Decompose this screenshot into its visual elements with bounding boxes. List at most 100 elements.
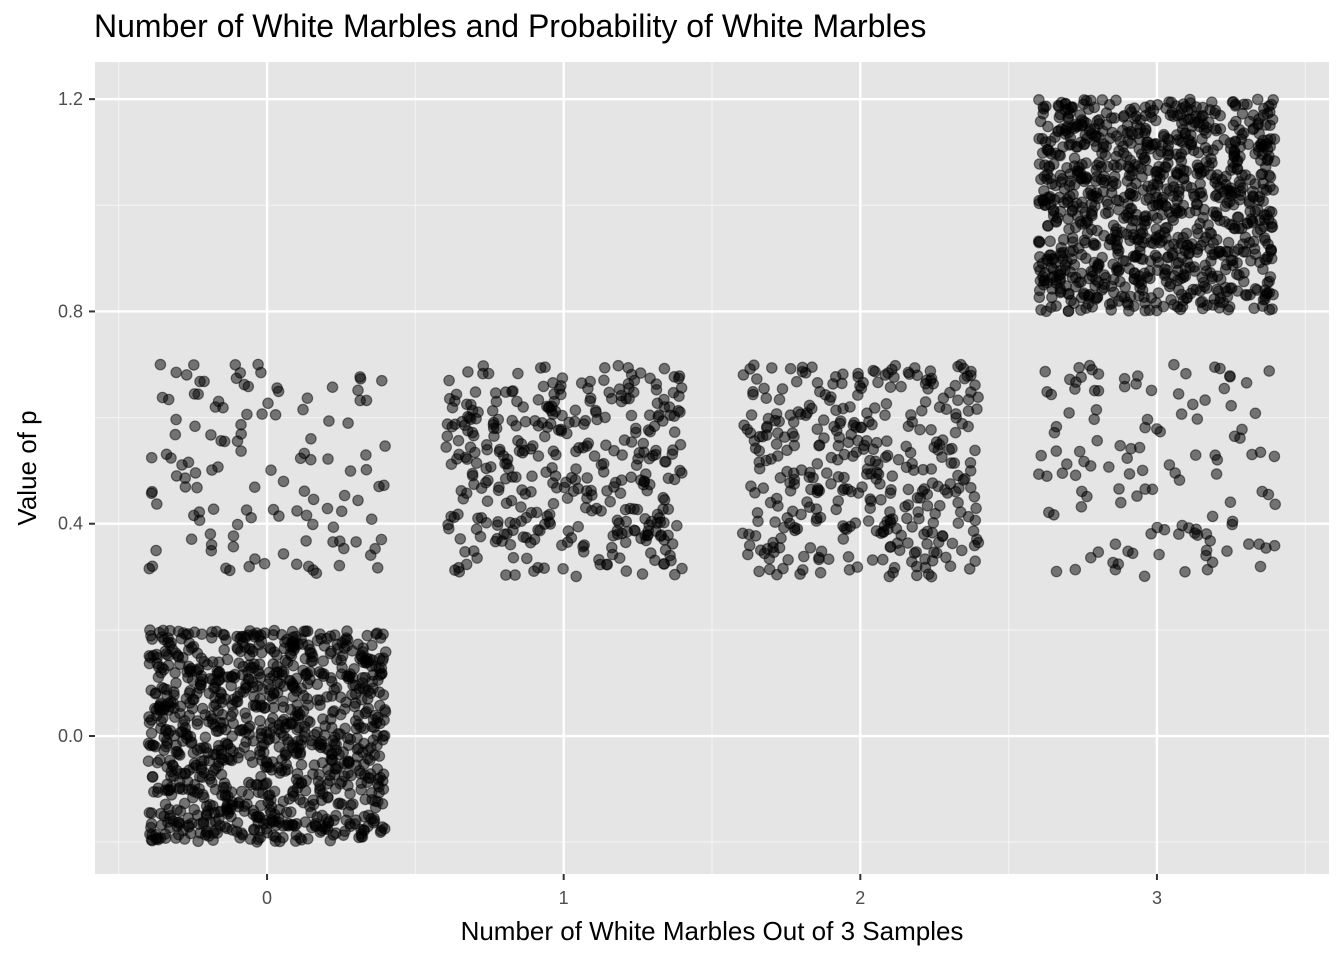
data-point [327,536,339,548]
data-point [460,487,473,500]
data-point [745,409,758,421]
data-point [1236,108,1249,120]
data-point [362,744,374,757]
data-point [910,569,923,582]
data-point [876,553,889,566]
data-point [509,569,521,581]
data-point [1088,239,1100,251]
data-point [1107,556,1119,569]
data-point [179,721,191,734]
data-point [205,538,218,551]
data-point [1033,158,1046,170]
data-point [443,374,455,387]
data-point [1092,276,1105,288]
data-point [1269,498,1281,511]
data-point [801,496,813,508]
data-point [969,444,981,457]
data-point [176,459,188,471]
data-point [1151,177,1163,189]
data-point [146,560,159,573]
data-point [349,697,362,709]
data-point [868,402,881,414]
data-point [290,558,303,571]
data-point [1125,169,1138,182]
data-point [950,411,962,424]
data-point [297,796,310,809]
data-point [659,455,671,468]
data-point [1200,528,1213,540]
data-point [374,771,387,784]
data-point [608,444,620,457]
data-point [515,515,528,527]
data-point [311,634,324,647]
data-point [743,539,756,552]
data-point [623,382,635,395]
data-point [164,783,176,796]
data-point [1243,538,1255,550]
data-point [630,459,643,471]
data-point [851,561,864,573]
data-point [1196,110,1208,122]
data-point [322,453,334,465]
data-point [1115,496,1127,509]
data-point [817,414,830,426]
data-point [1118,109,1130,122]
data-point [461,453,473,465]
data-point [1145,384,1158,397]
data-point [235,785,248,798]
data-point [1047,210,1060,222]
data-point [1108,112,1121,124]
data-point [810,503,823,515]
data-point [943,443,955,456]
data-point [183,663,196,676]
data-point [1065,101,1078,114]
data-point [371,627,383,639]
data-point [1199,394,1211,406]
data-point [517,401,529,413]
data-point [1080,95,1093,107]
data-point [1033,94,1045,106]
data-point [1179,565,1191,578]
data-point [674,464,686,477]
data-point [160,448,173,461]
data-point [864,493,876,505]
data-point [1104,233,1117,246]
data-point [365,513,378,525]
data-point [1187,398,1199,411]
data-point [611,514,624,527]
data-point [344,465,357,477]
data-point [1069,383,1081,395]
data-point [470,412,482,425]
data-point [295,758,308,771]
data-point [581,472,593,484]
data-point [258,557,271,570]
data-point [1154,425,1166,438]
data-point [902,483,915,496]
data-point [182,812,194,824]
data-point [1126,128,1139,141]
data-point [376,797,389,810]
data-point [333,559,346,572]
data-point [1185,136,1198,148]
data-point [599,411,611,424]
data-point [867,443,880,456]
data-point [191,715,204,727]
data-point [255,366,267,379]
data-point [648,420,661,433]
data-point [316,820,329,833]
data-point [1125,182,1138,194]
data-point [925,570,938,583]
data-point [666,448,679,460]
data-point [880,397,893,410]
data-point [905,555,918,568]
data-point [1135,252,1147,265]
data-point [1038,185,1050,197]
data-point [658,516,670,529]
data-point [321,691,333,703]
data-point [357,824,370,836]
y-tick-label: 0.4 [58,514,83,534]
data-point [1042,120,1054,133]
data-point [658,558,671,570]
data-point [668,370,681,383]
data-point [151,498,163,510]
